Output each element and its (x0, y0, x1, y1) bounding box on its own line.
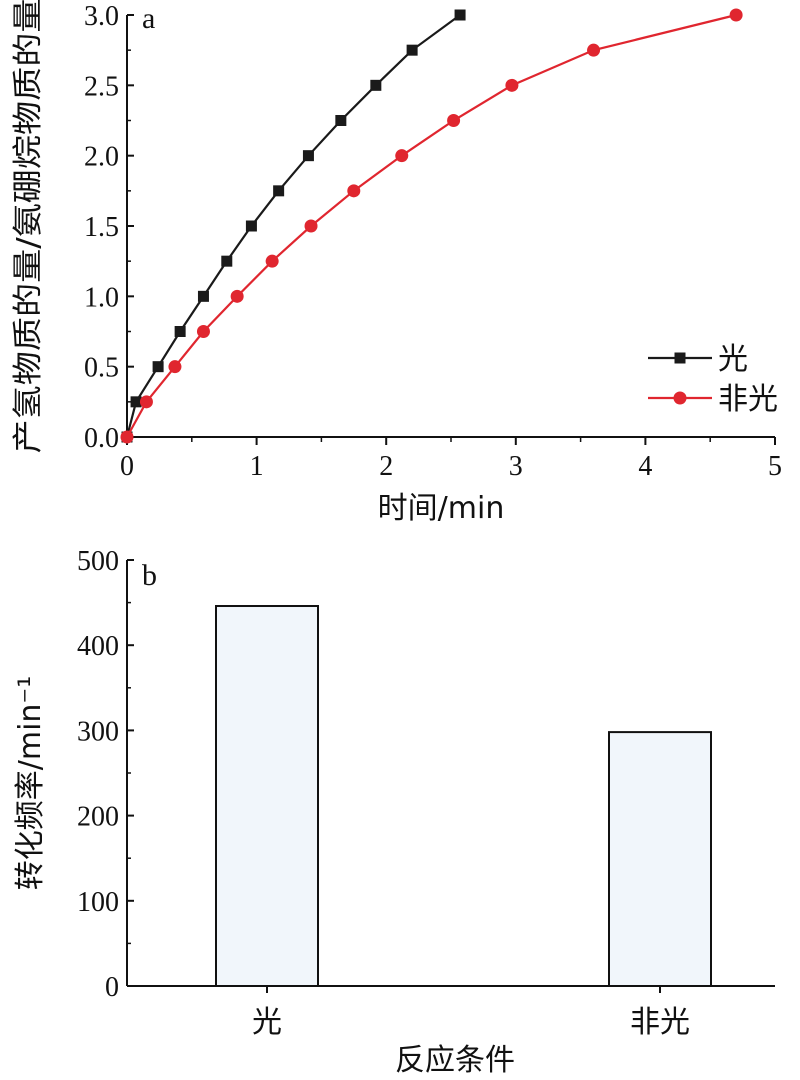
data-point-dark (304, 219, 318, 233)
panel-a-y-tick-label: 2.0 (84, 142, 119, 173)
legend-marker-dark (673, 391, 687, 405)
panel-a-y-tick-label: 2.5 (84, 71, 119, 102)
data-point-light (406, 44, 418, 56)
panel-b-y-tick-label: 100 (77, 887, 119, 918)
data-point-dark (139, 395, 153, 409)
legend-label-light: 光 (718, 342, 748, 377)
data-point-light (302, 150, 314, 162)
series-line-light (125, 14, 461, 438)
panel-b-y-tick-label: 0 (105, 972, 119, 1003)
data-point-light (245, 220, 257, 232)
panel-a-x-tick-label: 0 (120, 451, 134, 482)
bar-light (215, 605, 319, 987)
panel-a-y-tick-label: 3.0 (84, 1, 119, 32)
data-point-dark (395, 149, 409, 163)
data-point-dark (120, 430, 134, 444)
data-point-dark (347, 184, 361, 198)
panel-a-legend: 光非光 (648, 342, 778, 417)
data-point-light (174, 326, 186, 337)
data-point-dark (265, 254, 279, 268)
panel-a-x-tick-label: 5 (768, 451, 782, 482)
panel-a-y-tick-label: 0.0 (84, 423, 119, 454)
panel-b-x-axis-title: 反应条件 (395, 1043, 515, 1078)
data-point-light (152, 361, 164, 373)
panel-a-x-axis-title: 时间/min (378, 491, 505, 526)
panel-a-y-tick-label: 1.0 (84, 282, 119, 313)
series-line-dark (126, 13, 737, 438)
panel-a-letter: a (142, 2, 155, 35)
legend-label-dark: 非光 (718, 382, 778, 417)
panel-b-y-axis-title: 转化频率/min⁻¹ (13, 676, 48, 891)
data-point-dark (505, 78, 519, 92)
panel-a-y-tick-label: 1.5 (84, 212, 119, 243)
legend-marker-light (674, 352, 686, 364)
data-point-light (273, 185, 285, 197)
panel-b-y-tick-label: 300 (77, 716, 119, 747)
panel-a-y-tick-label: 0.5 (84, 353, 119, 384)
data-point-light (221, 255, 233, 267)
data-point-dark (230, 289, 244, 303)
data-point-dark (447, 114, 461, 127)
data-point-dark (587, 43, 601, 57)
data-point-dark (729, 8, 743, 22)
data-point-dark (196, 325, 210, 338)
data-point-light (370, 79, 382, 91)
data-point-light (197, 290, 209, 302)
panel-b-y-tick-label: 200 (77, 802, 119, 833)
panel-b-y-tick-label: 500 (77, 546, 119, 577)
panel-a-series-group (120, 8, 743, 444)
panel-b-bars-group: 光 非光 (215, 605, 712, 1040)
panel-a-x-tick-label: 2 (379, 451, 393, 482)
panel-a-x-tick-label: 3 (509, 451, 523, 482)
data-point-light (130, 396, 142, 408)
data-point-light (454, 9, 466, 21)
data-point-dark (168, 360, 182, 374)
panel-b-letter: b (142, 559, 157, 592)
panel-b-y-tick-label: 400 (77, 631, 119, 662)
panel-a-line-chart: a 0.0 0.5 1.0 1.5 2.0 2.5 3.0 0 1 2 3 4 5 光非光 时间/min… (11, 0, 782, 526)
panel-a-x-tick-label: 4 (638, 451, 652, 482)
bar-category-label: 非光 (630, 1005, 690, 1040)
bar-dark (608, 731, 712, 987)
panel-a-axes: 0.0 0.5 1.0 1.5 2.0 2.5 3.0 0 1 2 3 4 5 (84, 1, 782, 482)
panel-a-y-axis-title: 产氢物质的量/氨硼烷物质的量 (11, 0, 46, 454)
panel-b-bar-chart: b 0 100 200 300 400 500 光 非光 反应条件 转化频率/min⁻¹ (13, 546, 775, 1078)
data-point-light (335, 115, 347, 126)
panel-a-x-tick-label: 1 (250, 451, 264, 482)
bar-category-label: 光 (252, 1005, 282, 1040)
